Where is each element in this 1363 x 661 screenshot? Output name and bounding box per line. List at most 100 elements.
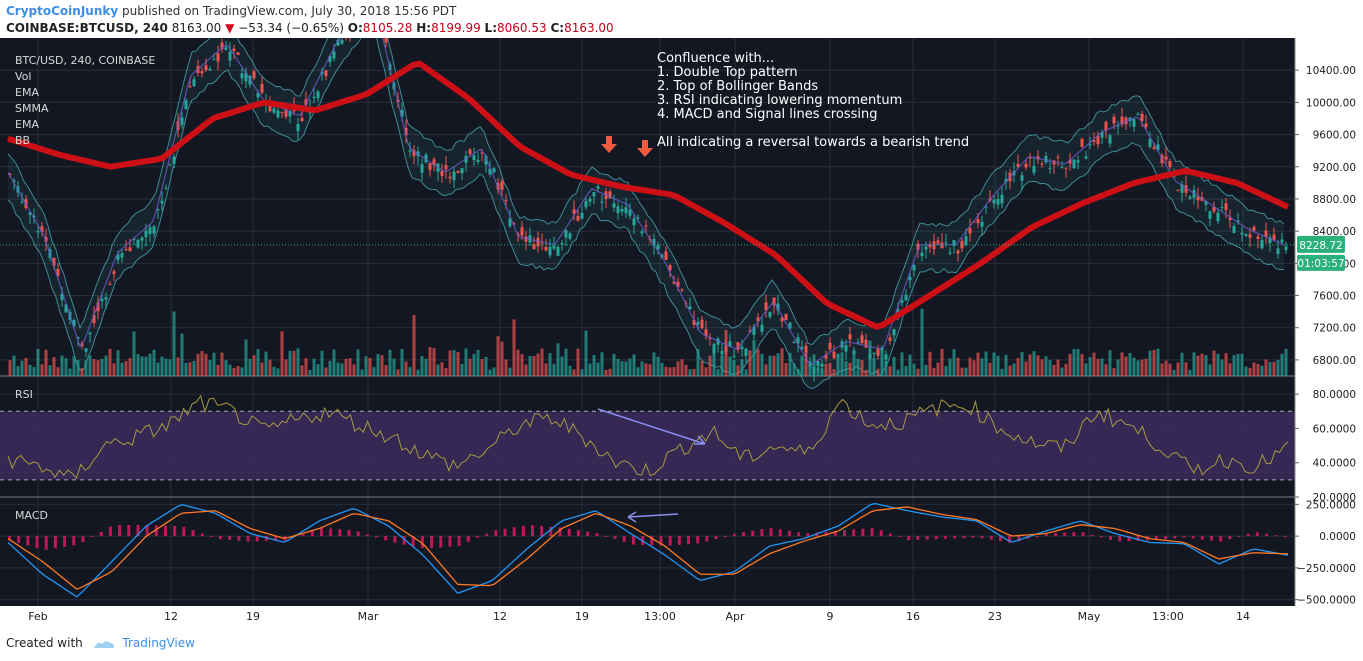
macd-histogram-bar xyxy=(154,525,158,537)
candle-body xyxy=(404,127,408,136)
macd-histogram-bar xyxy=(375,536,379,538)
volume-bar xyxy=(80,368,84,376)
candle-body xyxy=(340,39,344,44)
candle-body xyxy=(252,71,256,79)
macd-histogram-bar xyxy=(81,536,85,543)
volume-bar xyxy=(1080,354,1084,376)
candle-body xyxy=(652,238,656,246)
candle-body xyxy=(600,201,604,203)
open-value: 8105.28 xyxy=(362,21,413,35)
macd-histogram-bar xyxy=(778,529,782,537)
volume-bar xyxy=(360,369,364,376)
macd-histogram-bar xyxy=(173,526,177,537)
volume-bar xyxy=(784,363,788,376)
candle-body xyxy=(144,230,148,238)
macd-histogram-bar xyxy=(742,532,746,537)
candle-body xyxy=(52,257,56,266)
volume-bar xyxy=(1184,362,1188,376)
candle-body xyxy=(920,252,924,257)
volume-bar xyxy=(180,333,184,376)
volume-bar xyxy=(844,361,848,376)
candle-body xyxy=(452,171,456,181)
macd-histogram-bar xyxy=(531,525,535,537)
candle-body xyxy=(1132,119,1136,127)
candle-body xyxy=(312,96,316,98)
rsi-tick-label: 60.0000 xyxy=(1313,423,1356,435)
volume-bar xyxy=(336,362,340,376)
candle-body xyxy=(768,311,772,317)
author-link[interactable]: CryptoCoinJunky xyxy=(6,4,119,18)
candle-body xyxy=(1244,233,1248,236)
candle-body xyxy=(500,181,504,190)
macd-tick-label: 250.0000 xyxy=(1306,499,1356,511)
volume-bar xyxy=(588,363,592,376)
volume-bar xyxy=(528,355,532,376)
volume-bar xyxy=(268,359,272,376)
macd-histogram-bar xyxy=(319,527,323,537)
macd-histogram-bar xyxy=(182,526,186,537)
macd-histogram-bar xyxy=(521,525,525,537)
volume-bar xyxy=(684,364,688,376)
volume-bar xyxy=(888,366,892,376)
volume-bar xyxy=(424,358,428,376)
volume-bar xyxy=(1000,368,1004,376)
candle-body xyxy=(776,303,780,311)
volume-bar xyxy=(776,353,780,376)
volume-bar xyxy=(1076,349,1080,376)
volume-bar xyxy=(1136,360,1140,376)
volume-bar xyxy=(128,358,132,376)
low-label: L: xyxy=(484,21,497,35)
macd-histogram-bar xyxy=(17,536,21,543)
candle-body xyxy=(956,250,960,254)
volume-bar xyxy=(64,358,68,376)
volume-bar xyxy=(848,362,852,376)
candle-body xyxy=(96,302,100,312)
candle-body xyxy=(984,206,988,208)
volume-bar xyxy=(1128,352,1132,376)
arrow-shaft xyxy=(606,136,612,144)
tradingview-logo-icon xyxy=(93,640,114,648)
candle-body xyxy=(504,200,508,202)
macd-histogram-bar xyxy=(329,528,333,537)
candle-body xyxy=(1208,211,1212,219)
price-change: −53.34 (−0.65%) xyxy=(238,21,344,35)
macd-histogram-bar xyxy=(237,536,241,541)
volume-bar xyxy=(388,349,392,376)
volume-bar xyxy=(12,355,16,376)
macd-histogram-bar xyxy=(613,536,617,539)
macd-histogram-bar xyxy=(953,536,957,539)
volume-bar xyxy=(272,366,276,376)
volume-bar xyxy=(256,349,260,376)
candle-body xyxy=(1000,194,1004,204)
volume-bar xyxy=(1084,363,1088,376)
candle-body xyxy=(520,227,524,236)
macd-histogram-bar xyxy=(751,530,755,537)
candle-body xyxy=(1284,246,1288,251)
macd-histogram-bar xyxy=(916,536,920,540)
volume-bar xyxy=(1244,366,1248,376)
macd-histogram-bar xyxy=(861,528,865,537)
candle-body xyxy=(408,150,412,152)
candle-body xyxy=(188,86,192,88)
volume-bar xyxy=(832,369,836,376)
annotation-line-3: 3. RSI indicating lowering momentum xyxy=(657,93,902,108)
candle-body xyxy=(696,322,700,325)
candle-body xyxy=(892,329,896,336)
candle-body xyxy=(1220,207,1224,209)
x-axis-bar xyxy=(0,606,1363,626)
volume-bar xyxy=(412,314,416,376)
candle-body xyxy=(916,243,920,251)
tradingview-link[interactable]: TradingView xyxy=(122,636,195,650)
candle-body xyxy=(668,264,672,271)
candle-body xyxy=(1096,136,1100,145)
macd-histogram-bar xyxy=(430,536,434,549)
chart-canvas[interactable]: Feb1219Mar121913:00Apr91623May13:0014Feb… xyxy=(0,38,1363,626)
candle-body xyxy=(816,360,820,367)
volume-bar xyxy=(140,356,144,376)
candle-body xyxy=(136,240,140,248)
candle-body xyxy=(792,342,796,344)
candle-body xyxy=(1032,165,1036,173)
price-tick-label: 7200.00 xyxy=(1313,323,1356,335)
candle-body xyxy=(656,245,660,250)
volume-bar xyxy=(368,358,372,376)
